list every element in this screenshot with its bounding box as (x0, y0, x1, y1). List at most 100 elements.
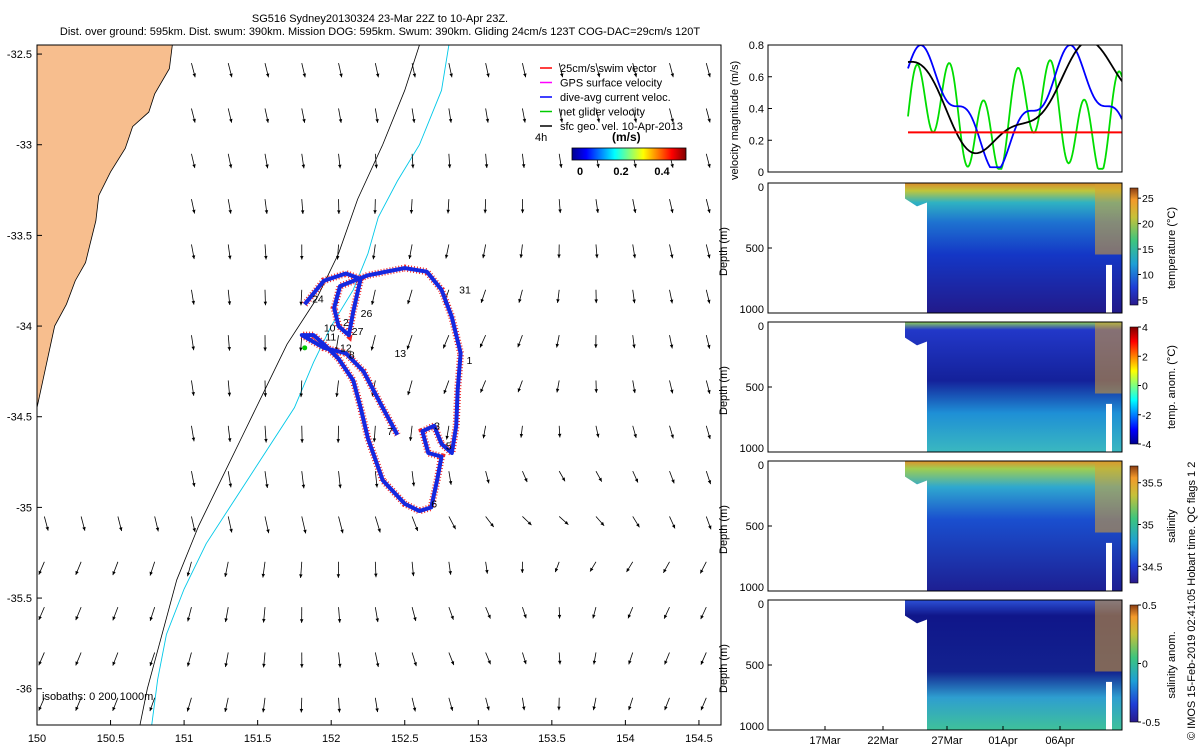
panel-colorbar (1129, 604, 1139, 723)
geo-velocity-arrowhead (600, 521, 605, 526)
colorbar-tick: 25 (1142, 193, 1154, 205)
map-y-tick: -35 (16, 502, 32, 514)
surface-anomaly-patch (1095, 183, 1122, 255)
depth-section-fill (905, 322, 1122, 452)
geo-velocity-arrowhead (192, 209, 196, 214)
geo-velocity-arrowhead (407, 391, 411, 396)
geo-velocity-arrowhead (671, 524, 676, 529)
panel-colorbar (1129, 187, 1139, 306)
map-y-tick: -33.5 (7, 230, 32, 242)
colorbar-tick: 20 (1142, 219, 1154, 231)
colorbar-tick: -4 (1142, 439, 1151, 451)
geo-velocity-arrowhead (524, 478, 528, 483)
geo-velocity-arrowhead (595, 209, 600, 214)
geo-velocity-arrowhead (596, 73, 601, 78)
geo-velocity-arrowhead (338, 118, 343, 123)
depth-y-tick: 0 (758, 599, 764, 611)
geo-velocity-arrowhead (227, 392, 232, 397)
surface-geo-velocity-series (907, 45, 1122, 155)
date-tick: 17Mar (809, 735, 841, 747)
geo-velocity-arrowhead (446, 209, 450, 214)
panel-colorbar (1129, 465, 1139, 584)
geo-velocity-arrowhead (520, 569, 525, 574)
geo-velocity-arrowhead (192, 482, 196, 487)
isobaths-label: isobaths: 0 200 1000m (42, 691, 153, 703)
geo-velocity-arrowhead (450, 661, 455, 666)
geo-velocity-arrowhead (517, 388, 521, 393)
legend-entry: GPS surface velocity (560, 78, 663, 90)
geo-velocity-arrowhead (112, 616, 116, 621)
colorbar-tick: 35.5 (1142, 478, 1163, 490)
date-tick: 06Apr (1045, 735, 1075, 747)
geo-velocity-arrowhead (522, 118, 527, 123)
geo-velocity-arrowhead (192, 164, 196, 169)
geo-velocity-arrowhead (408, 255, 412, 259)
geo-velocity-arrowhead (149, 616, 153, 621)
colorbar-tick: 10 (1142, 269, 1154, 281)
geo-velocity-arrowhead (636, 523, 640, 528)
geo-velocity-arrowhead (632, 344, 636, 349)
geo-velocity-arrowhead (406, 345, 411, 350)
depth-panel: 0 500 1000 Depth (m) 35.5 35 34.5 salinity (718, 460, 1178, 594)
velocity-y-tick: 0.6 (749, 72, 764, 84)
geo-velocity-arrowhead (670, 254, 674, 259)
geo-velocity-arrowhead (375, 618, 379, 623)
geo-velocity-arrowhead (595, 254, 599, 259)
map-y-tick: -34.5 (7, 412, 32, 424)
geo-velocity-arrowhead (564, 520, 569, 525)
geo-velocity-arrowhead (485, 118, 490, 123)
map-x-tick: 153.5 (538, 733, 566, 745)
colorbar-tick: 5 (1142, 295, 1148, 307)
depth-panel: 0 500 1000 Depth (m) 0.5 0 -0.5 salinity anom. (718, 599, 1178, 733)
chart-title: SG516 Sydney20130324 23-Mar 22Z to 10-Ap… (251, 13, 509, 25)
depth-y-tick: 0 (758, 460, 764, 472)
velocity-y-tick: 0.4 (749, 104, 764, 116)
map-x-tick: 154.5 (685, 733, 713, 745)
geo-velocity-arrowhead (490, 523, 494, 527)
geo-velocity-arrowhead (266, 529, 270, 534)
geo-velocity-arrowhead (370, 346, 375, 351)
geo-velocity-arrowhead (412, 73, 417, 78)
geo-velocity-arrowhead (229, 528, 233, 533)
geo-velocity-arrowhead (633, 118, 638, 123)
geo-velocity-arrowhead (265, 73, 270, 78)
geo-velocity-arrowhead (228, 209, 232, 214)
geo-velocity-arrowhead (300, 256, 304, 260)
geo-velocity-arrowhead (664, 660, 668, 665)
depth-section-fill (905, 600, 1122, 730)
geo-velocity-arrowhead (517, 343, 521, 348)
geo-velocity-arrowhead (480, 388, 484, 393)
geo-velocity-arrowhead (336, 574, 341, 578)
track-label: 7 (387, 426, 393, 438)
geo-velocity-arrowhead (707, 118, 711, 123)
credit-text: © IMOS 15-Feb-2019 02:41:05 Hobart time.… (1186, 461, 1198, 740)
depth-y-label: Depth (m) (718, 644, 730, 693)
date-tick: 22Mar (867, 735, 899, 747)
geo-velocity-arrowhead (519, 433, 524, 438)
geo-velocity-arrowhead (670, 163, 674, 168)
depth-section-fill (905, 183, 1122, 313)
geo-velocity-arrowhead (707, 299, 711, 304)
geo-velocity-arrowhead (707, 73, 711, 78)
geo-velocity-arrowhead (336, 439, 340, 443)
geo-velocity-arrowhead (596, 433, 600, 438)
geo-velocity-arrowhead (261, 573, 266, 578)
geo-velocity-arrowhead (264, 255, 268, 260)
depth-y-tick: 500 (746, 660, 764, 672)
geo-velocity-arrowhead (265, 118, 270, 123)
colorbar-tick: -0.5 (1142, 717, 1160, 729)
geo-velocity-arrowhead (592, 706, 596, 711)
geo-velocity-arrowhead (191, 255, 196, 260)
net-glider-velocity-series (907, 59, 1122, 170)
geo-velocity-arrowhead (487, 660, 491, 665)
geo-velocity-arrowhead (149, 707, 153, 712)
map-y-tick: -32.5 (7, 49, 32, 61)
legend-entry: 25cm/s swim vector (560, 63, 657, 75)
track-label: 11 (325, 332, 336, 344)
geo-velocity-arrowhead (302, 118, 306, 123)
map-legend: 25cm/s swim vector GPS surface velocity di… (535, 63, 687, 178)
geo-velocity-arrowhead (557, 433, 562, 438)
geo-velocity-arrowhead (670, 389, 674, 394)
geo-velocity-arrowhead (75, 706, 79, 711)
velocity-y-tick: 0.8 (749, 40, 764, 52)
